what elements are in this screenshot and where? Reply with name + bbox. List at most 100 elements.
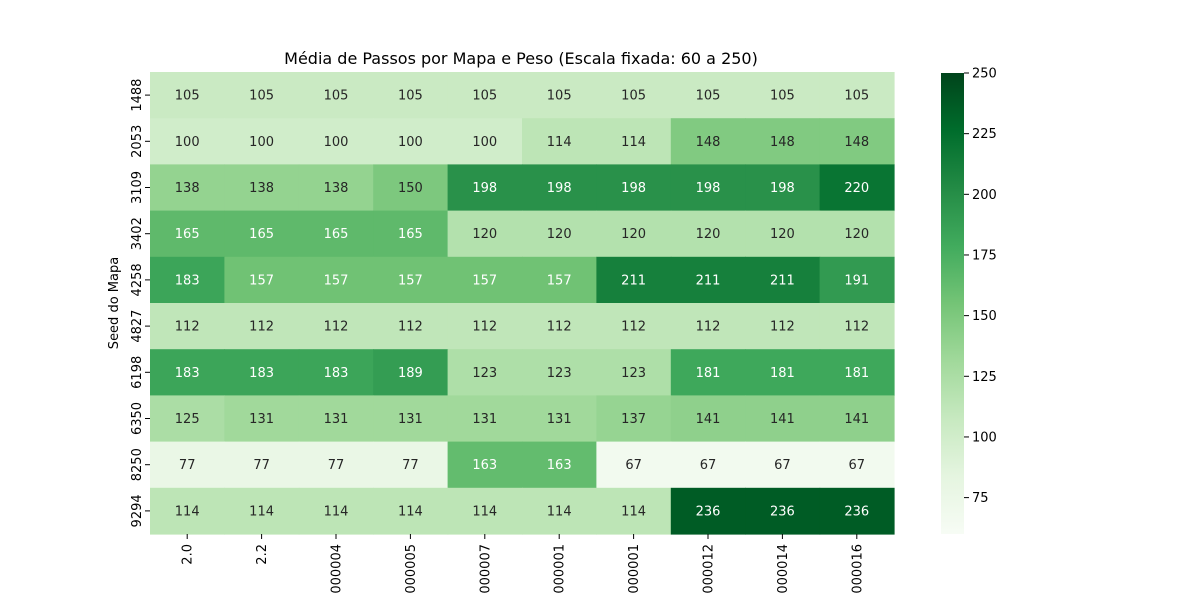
heatmap-cell bbox=[373, 487, 449, 535]
cell-value-label: 114 bbox=[398, 504, 423, 519]
y-tick-label: 8250 bbox=[130, 448, 145, 481]
cell-value-label: 112 bbox=[770, 320, 795, 335]
heatmap-cell bbox=[447, 395, 523, 443]
heatmap-cell bbox=[224, 487, 300, 535]
cell-value-label: 105 bbox=[621, 89, 646, 104]
cell-value-label: 183 bbox=[324, 366, 349, 381]
cell-value-label: 100 bbox=[324, 135, 349, 150]
cell-value-label: 141 bbox=[844, 412, 869, 427]
cell-value-label: 148 bbox=[844, 135, 869, 150]
heatmap-cell bbox=[447, 303, 523, 350]
colorbar-tick-label: 250 bbox=[972, 67, 997, 82]
heatmap-cell bbox=[819, 118, 895, 165]
cell-value-label: 157 bbox=[547, 273, 572, 288]
cell-value-label: 100 bbox=[472, 135, 497, 150]
cell-value-label: 198 bbox=[472, 181, 497, 196]
x-tick-label: 000014 bbox=[776, 544, 791, 594]
cell-value-label: 77 bbox=[179, 458, 196, 473]
cell-value-label: 165 bbox=[324, 227, 349, 242]
heatmap-cell bbox=[670, 118, 746, 165]
y-tick-label: 3109 bbox=[130, 171, 145, 204]
cell-value-label: 165 bbox=[249, 227, 274, 242]
heatmap-cell bbox=[447, 256, 523, 304]
heatmap-cell bbox=[670, 441, 746, 489]
cell-value-label: 165 bbox=[398, 227, 423, 242]
heatmap-cell bbox=[150, 118, 225, 165]
cell-value-label: 105 bbox=[696, 89, 721, 104]
cell-value-label: 183 bbox=[249, 366, 274, 381]
cell-value-label: 112 bbox=[844, 320, 869, 335]
cell-value-label: 114 bbox=[621, 135, 646, 150]
cell-value-label: 77 bbox=[328, 458, 345, 473]
heatmap-cell bbox=[447, 349, 523, 396]
cell-value-label: 148 bbox=[696, 135, 721, 150]
heatmap-cell bbox=[670, 164, 746, 212]
colorbar-tick-label: 225 bbox=[972, 127, 997, 142]
cell-value-label: 112 bbox=[472, 320, 497, 335]
heatmap-cell bbox=[522, 118, 597, 165]
y-tick-label: 6198 bbox=[130, 356, 145, 389]
colorbar-tick-label: 175 bbox=[972, 248, 997, 263]
heatmap-cell bbox=[150, 210, 225, 258]
heatmap-cell bbox=[373, 441, 449, 489]
heatmap-cell bbox=[596, 487, 672, 535]
heatmap-cell bbox=[150, 256, 225, 304]
heatmap-cell bbox=[150, 441, 225, 489]
heatmap-cell bbox=[447, 210, 523, 258]
heatmap-cell bbox=[596, 395, 672, 443]
cell-value-label: 183 bbox=[175, 366, 200, 381]
y-tick-label: 6350 bbox=[130, 402, 145, 435]
heatmap-cell bbox=[298, 487, 374, 535]
cell-value-label: 105 bbox=[844, 89, 869, 104]
heatmap-cell bbox=[150, 303, 225, 350]
heatmap-cell bbox=[596, 256, 672, 304]
heatmap-cell bbox=[298, 210, 374, 258]
heatmap-cell bbox=[522, 441, 597, 489]
cell-value-label: 112 bbox=[324, 320, 349, 335]
cell-value-label: 148 bbox=[770, 135, 795, 150]
cell-value-label: 112 bbox=[249, 320, 274, 335]
heatmap-cell bbox=[224, 349, 300, 396]
cell-value-label: 105 bbox=[175, 89, 200, 104]
cell-value-label: 105 bbox=[547, 89, 572, 104]
x-tick-label: 000004 bbox=[330, 544, 345, 594]
heatmap-cell bbox=[745, 349, 821, 396]
heatmap-cell bbox=[298, 118, 374, 165]
colorbar-tick-label: 150 bbox=[972, 309, 997, 324]
cell-value-label: 112 bbox=[696, 320, 721, 335]
heatmap-cell bbox=[298, 441, 374, 489]
cell-value-label: 120 bbox=[472, 227, 497, 242]
cell-value-label: 114 bbox=[324, 504, 349, 519]
heatmap-cell bbox=[596, 441, 672, 489]
cell-value-label: 105 bbox=[324, 89, 349, 104]
cell-value-label: 183 bbox=[175, 273, 200, 288]
heatmap-cell bbox=[224, 441, 300, 489]
x-tick-label: 000001 bbox=[553, 544, 568, 594]
cell-value-label: 211 bbox=[696, 273, 721, 288]
cell-value-label: 105 bbox=[398, 89, 423, 104]
heatmap-cell bbox=[745, 395, 821, 443]
heatmap-cell bbox=[819, 395, 895, 443]
cell-value-label: 120 bbox=[621, 227, 646, 242]
heatmap-cell bbox=[298, 349, 374, 396]
heatmap-cell bbox=[373, 303, 449, 350]
heatmap-cell bbox=[224, 395, 300, 443]
cell-value-label: 236 bbox=[844, 504, 869, 519]
cell-value-label: 114 bbox=[472, 504, 497, 519]
cell-value-label: 163 bbox=[472, 458, 497, 473]
heatmap-cell bbox=[150, 487, 225, 535]
x-tick-label: 2.2 bbox=[255, 544, 270, 565]
x-tick-label: 000012 bbox=[702, 544, 717, 594]
y-tick-label: 4827 bbox=[130, 310, 145, 343]
heatmap-cell bbox=[224, 303, 300, 350]
heatmap-cell bbox=[150, 164, 225, 212]
heatmap-cell bbox=[596, 164, 672, 212]
heatmap-cell bbox=[745, 303, 821, 350]
heatmap-cell bbox=[522, 303, 597, 350]
heatmap-cell bbox=[745, 441, 821, 489]
heatmap-cell bbox=[447, 164, 523, 212]
cell-value-label: 105 bbox=[770, 89, 795, 104]
x-tick-label: 000005 bbox=[404, 544, 419, 594]
cell-value-label: 157 bbox=[472, 273, 497, 288]
heatmap-cell bbox=[224, 256, 300, 304]
